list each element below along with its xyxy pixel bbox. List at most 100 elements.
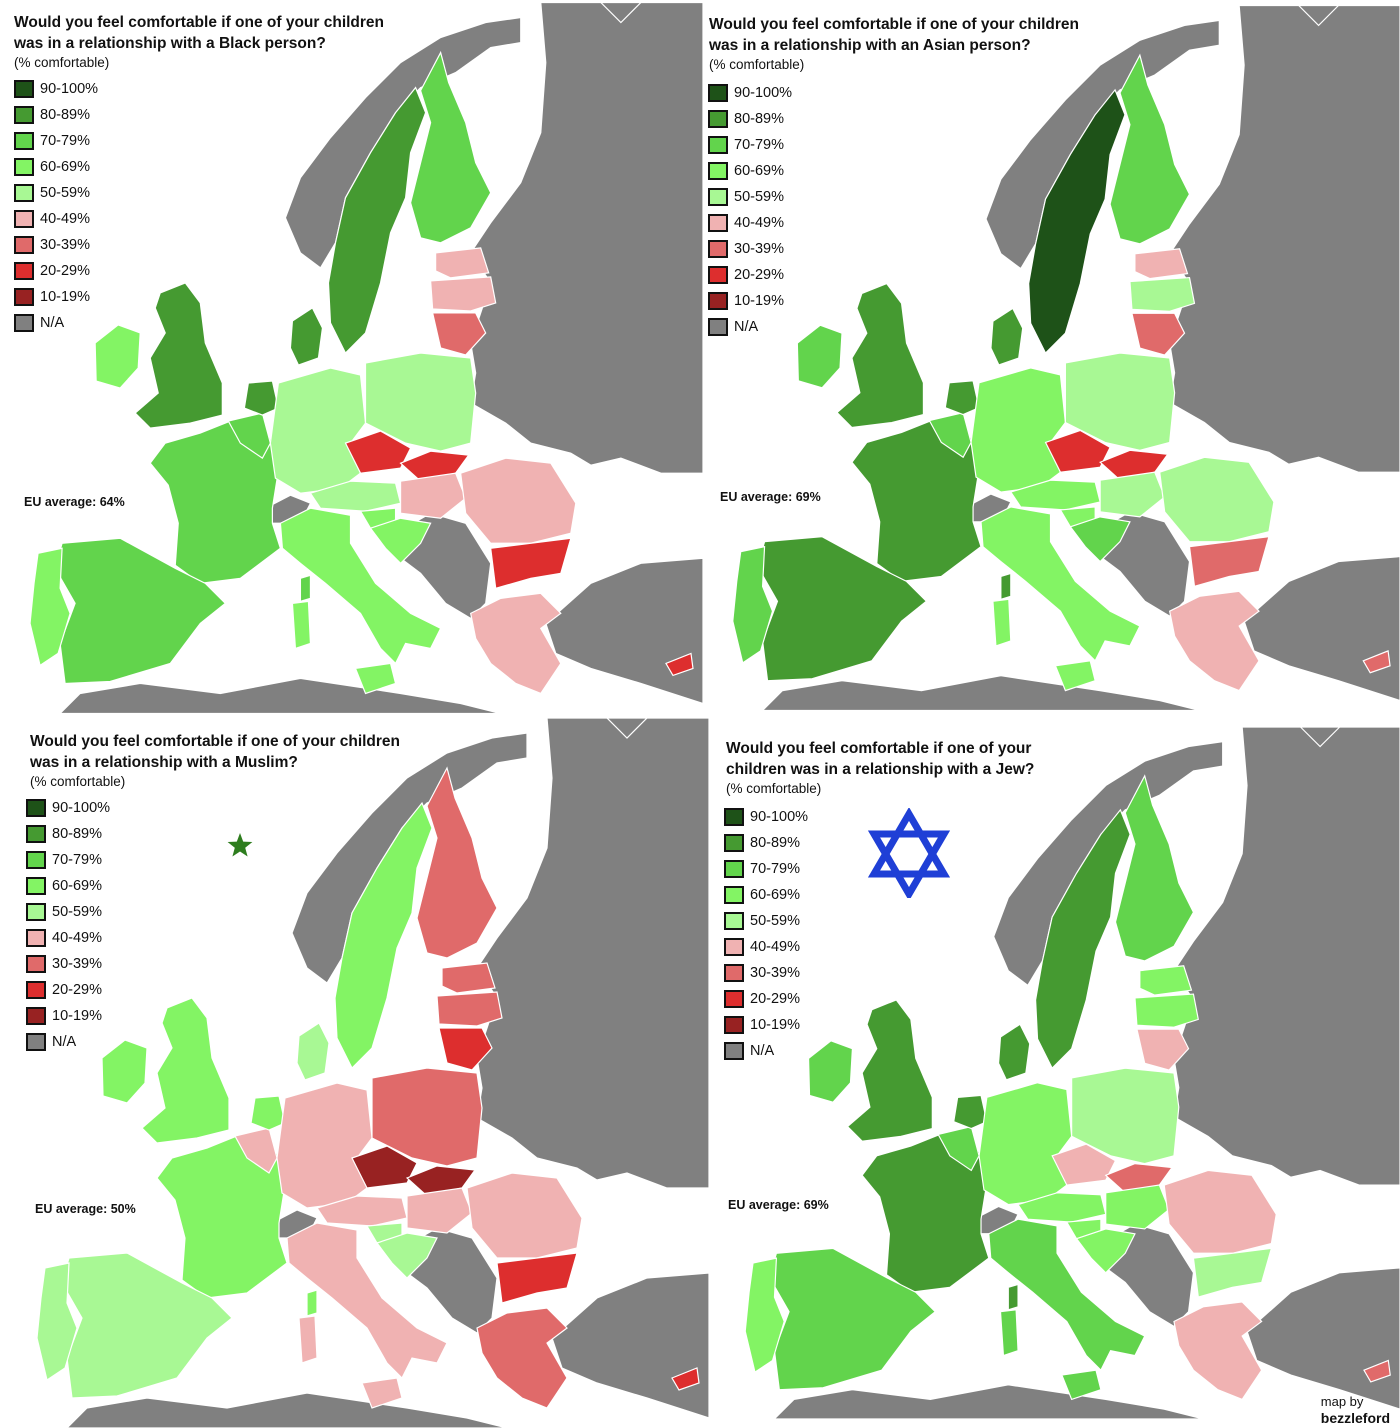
legend-label: 80-89%: [734, 111, 784, 127]
country-ireland: [94, 324, 141, 389]
country-netherlands: [243, 380, 280, 416]
country-ireland: [796, 324, 843, 389]
legend-label: N/A: [734, 319, 759, 335]
legend-swatch: [14, 236, 34, 254]
legend-label: 30-39%: [750, 965, 800, 981]
legend-label: 20-29%: [750, 991, 800, 1007]
legend-label: 70-79%: [40, 133, 90, 149]
north-africa: [58, 677, 501, 715]
legend-item: 40-49%: [708, 210, 792, 236]
legend-item: 50-59%: [708, 184, 792, 210]
star-of-david-icon: [867, 808, 951, 898]
country-denmark: [296, 1022, 330, 1081]
country-uk: [134, 282, 223, 429]
country-greece: [476, 1307, 568, 1409]
legend-item: 40-49%: [26, 925, 110, 951]
country-croatia: [1075, 1228, 1136, 1274]
legend-swatch: [724, 834, 744, 852]
turkey: [1243, 555, 1400, 702]
country-czechia: [351, 1145, 418, 1189]
country-hungary: [1099, 471, 1166, 518]
legend-swatch: [26, 929, 46, 947]
legend-label: 40-49%: [734, 215, 784, 231]
country-netherlands: [953, 1094, 988, 1130]
legend-swatch: [26, 903, 46, 921]
country-latvia: [429, 276, 497, 312]
legend-swatch: [724, 912, 744, 930]
country-denmark: [289, 307, 324, 366]
eu-countries: [744, 774, 1391, 1401]
legend-item: 80-89%: [26, 821, 110, 847]
country-france-corsica: [1007, 1283, 1019, 1311]
legend-label: 40-49%: [750, 939, 800, 955]
eu-average-label: EU average: 69%: [728, 1198, 829, 1212]
credit-line1: map by: [1320, 1394, 1364, 1409]
legend-label: 80-89%: [40, 107, 90, 123]
legend-swatch: [14, 184, 34, 202]
legend-item: 70-79%: [708, 132, 792, 158]
country-france-corsica: [1000, 572, 1012, 601]
country-spain: [61, 1252, 233, 1399]
legend-item: 50-59%: [14, 180, 98, 206]
legend-item: 30-39%: [14, 232, 98, 258]
legend-swatch: [708, 162, 728, 180]
country-romania: [1159, 456, 1275, 543]
legend-swatch: [708, 136, 728, 154]
eu-average-label: EU average: 69%: [720, 490, 821, 504]
legend-label: 80-89%: [750, 835, 800, 851]
country-italy-sicily: [1061, 1369, 1102, 1401]
country-poland: [1071, 1067, 1180, 1165]
country-estonia: [1134, 248, 1189, 280]
legend-label: 60-69%: [750, 887, 800, 903]
country-lithuania: [438, 1027, 493, 1071]
non-eu-land: [761, 4, 1400, 712]
country-finland: [1114, 774, 1195, 962]
legend-label: 10-19%: [52, 1008, 102, 1024]
country-germany: [276, 1082, 373, 1209]
iceland-top: [1297, 4, 1340, 27]
country-finland: [416, 766, 498, 959]
legend-item: N/A: [26, 1029, 110, 1055]
legend-item: 70-79%: [14, 128, 98, 154]
country-portugal: [732, 545, 774, 664]
country-finland: [409, 50, 492, 244]
country-belgium-lux: [234, 1127, 278, 1174]
legend-item: N/A: [14, 310, 98, 336]
legend-label: 90-100%: [734, 85, 793, 101]
country-bulgaria: [490, 537, 572, 590]
country-italy: [980, 506, 1141, 662]
europe-map: [732, 4, 1400, 712]
country-bulgaria: [496, 1252, 578, 1304]
legend-item: 90-100%: [724, 804, 808, 830]
map-panel-2: Would you feel comfortable if one of you…: [703, 0, 1400, 716]
legend-swatch: [708, 266, 728, 284]
country-uk: [836, 282, 925, 429]
legend-label: 20-29%: [52, 982, 102, 998]
country-spain: [756, 536, 928, 682]
turkey: [545, 557, 703, 705]
legend-item: 80-89%: [724, 830, 808, 856]
europe-map: [29, 1, 703, 715]
country-sweden: [334, 801, 433, 1070]
country-lithuania: [431, 312, 487, 356]
legend-label: 30-39%: [734, 241, 784, 257]
russia-ukraine-belarus: [469, 1, 703, 474]
legend-swatch: [26, 981, 46, 999]
country-portugal: [36, 1262, 78, 1381]
legend-swatch: [26, 955, 46, 973]
map-title: Would you feel comfortable if one of you…: [30, 733, 401, 771]
north-africa: [66, 1392, 508, 1428]
legend-item: 40-49%: [14, 206, 98, 232]
legend-swatch: [14, 106, 34, 124]
legend-label: 90-100%: [40, 81, 99, 97]
country-estonia: [435, 247, 490, 279]
country-greece: [1168, 590, 1260, 692]
eu-average-label: EU average: 64%: [24, 495, 125, 509]
legend-swatch: [724, 938, 744, 956]
legend-label: N/A: [40, 315, 65, 331]
country-lithuania: [1136, 1028, 1190, 1071]
legend-label: 50-59%: [40, 185, 90, 201]
legend-item: N/A: [708, 314, 792, 340]
legend-swatch: [26, 1007, 46, 1025]
legend-swatch: [708, 84, 728, 102]
